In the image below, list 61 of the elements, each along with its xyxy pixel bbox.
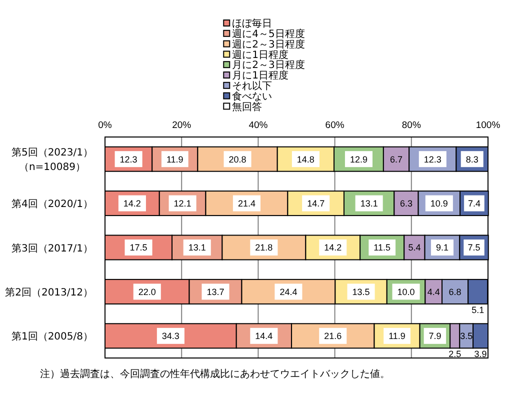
- value-label: 34.3: [162, 331, 180, 342]
- tick-label: 0%: [98, 120, 112, 131]
- value-label: 11.5: [374, 242, 391, 253]
- value-label: 22.0: [138, 286, 156, 297]
- legend-label: 食べない: [232, 91, 272, 102]
- value-label: 21.4: [238, 198, 256, 208]
- category-label: 第5回（2023/1）（n=10089）: [11, 148, 93, 174]
- value-label: 21.8: [255, 242, 273, 253]
- value-label: 12.3: [120, 154, 138, 164]
- tick-label: 60%: [325, 120, 344, 131]
- value-label: 5.4: [408, 242, 421, 253]
- value-label: 12.3: [424, 154, 442, 164]
- value-label: 24.4: [280, 286, 298, 297]
- value-label: 3.5: [460, 331, 473, 342]
- value-label: 14.4: [255, 331, 273, 342]
- category-label: 第2回（2013/12）: [5, 288, 93, 298]
- value-label: 6.8: [448, 286, 462, 297]
- legend-label: 月に1日程度: [232, 70, 288, 82]
- value-label: 7.4: [468, 198, 480, 208]
- value-label: 8.3: [466, 154, 478, 164]
- value-label: 6.7: [390, 154, 403, 164]
- legend-label: 無回答: [232, 102, 262, 113]
- value-label: 14.7: [307, 198, 325, 208]
- value-label: 13.1: [188, 242, 206, 253]
- value-label: 2.5: [448, 349, 462, 360]
- category-label: 第1回（2005/8）: [11, 332, 93, 343]
- value-label: 10.0: [397, 286, 415, 297]
- tick-label: 80%: [402, 120, 421, 131]
- value-label: 20.8: [228, 154, 246, 164]
- tick-label: 20%: [172, 120, 192, 131]
- value-label: 14.8: [296, 154, 314, 164]
- value-label: 4.4: [427, 286, 440, 297]
- legend-label: 週に4～5日程度: [232, 29, 305, 40]
- category-label: 第3回（2017/1）: [11, 243, 93, 254]
- legend-label: 週に2～3日程度: [232, 39, 305, 50]
- value-label: 9.1: [436, 242, 448, 253]
- value-label: 14.2: [123, 198, 141, 208]
- value-label: 12.1: [174, 198, 192, 208]
- value-label: 13.5: [352, 286, 370, 297]
- value-label: 7.9: [428, 331, 442, 342]
- value-label: 10.9: [430, 198, 448, 208]
- value-label: 13.1: [360, 198, 378, 208]
- annotation: 注）過去調査は、今回調査の性年代構成比にあわせてウエイトバックした値。: [40, 369, 390, 380]
- value-label: 12.9: [350, 154, 368, 164]
- legend-label: それ以下: [232, 81, 272, 92]
- value-label: 21.6: [324, 331, 342, 342]
- value-label: 7.5: [468, 242, 480, 253]
- value-label: 11.9: [388, 331, 406, 342]
- value-label: 14.2: [324, 242, 342, 253]
- value-label: 13.7: [206, 286, 224, 297]
- value-label: 11.9: [166, 154, 184, 164]
- tick-label: 100%: [476, 120, 500, 131]
- category-label: 第4回（2020/1）: [11, 199, 93, 210]
- legend-label: 週に1日程度: [232, 50, 288, 61]
- legend-label: 月に2～3日程度: [232, 60, 305, 72]
- value-label: 5.1: [472, 304, 484, 315]
- value-label: 6.3: [400, 198, 412, 208]
- value-label: 17.5: [130, 242, 148, 253]
- tick-label: 40%: [248, 120, 268, 131]
- legend-label: ほぼ毎日: [232, 18, 272, 30]
- value-label: 3.9: [474, 349, 487, 360]
